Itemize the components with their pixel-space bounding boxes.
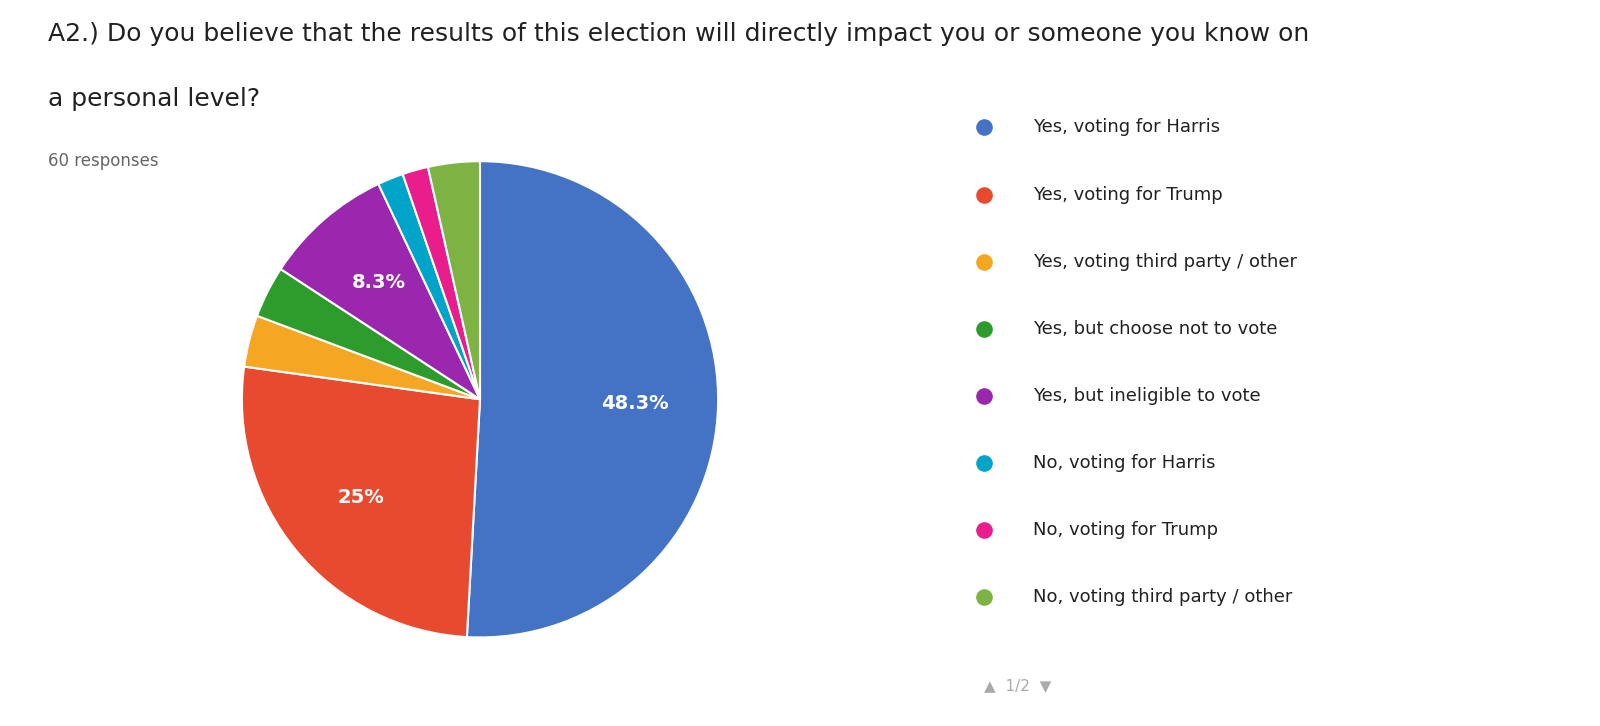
Text: No, voting for Harris: No, voting for Harris (1034, 454, 1216, 472)
Text: A2.) Do you believe that the results of this election will directly impact you o: A2.) Do you believe that the results of … (48, 22, 1309, 46)
Text: 25%: 25% (338, 488, 384, 507)
Text: Yes, voting for Trump: Yes, voting for Trump (1034, 186, 1222, 203)
Wedge shape (378, 174, 480, 399)
Wedge shape (258, 269, 480, 399)
Text: No, voting for Trump: No, voting for Trump (1034, 521, 1218, 539)
Point (971, 591, 997, 603)
Text: Yes, voting for Harris: Yes, voting for Harris (1034, 118, 1221, 136)
Text: a personal level?: a personal level? (48, 87, 261, 111)
Wedge shape (427, 161, 480, 399)
Point (971, 390, 997, 401)
Wedge shape (467, 161, 718, 637)
Point (971, 323, 997, 335)
Point (971, 256, 997, 267)
Text: No, voting third party / other: No, voting third party / other (1034, 588, 1293, 606)
Point (971, 524, 997, 536)
Text: ▲  1/2  ▼: ▲ 1/2 ▼ (984, 677, 1051, 693)
Text: Yes, voting third party / other: Yes, voting third party / other (1034, 253, 1298, 271)
Text: Yes, but choose not to vote: Yes, but choose not to vote (1034, 319, 1277, 338)
Wedge shape (242, 367, 480, 637)
Wedge shape (403, 167, 480, 399)
Wedge shape (245, 316, 480, 399)
Point (971, 189, 997, 200)
Text: 8.3%: 8.3% (352, 273, 405, 292)
Text: Yes, but ineligible to vote: Yes, but ineligible to vote (1034, 387, 1261, 405)
Text: 48.3%: 48.3% (602, 394, 669, 413)
Point (971, 457, 997, 469)
Text: 60 responses: 60 responses (48, 152, 158, 171)
Wedge shape (280, 184, 480, 399)
Point (971, 122, 997, 134)
